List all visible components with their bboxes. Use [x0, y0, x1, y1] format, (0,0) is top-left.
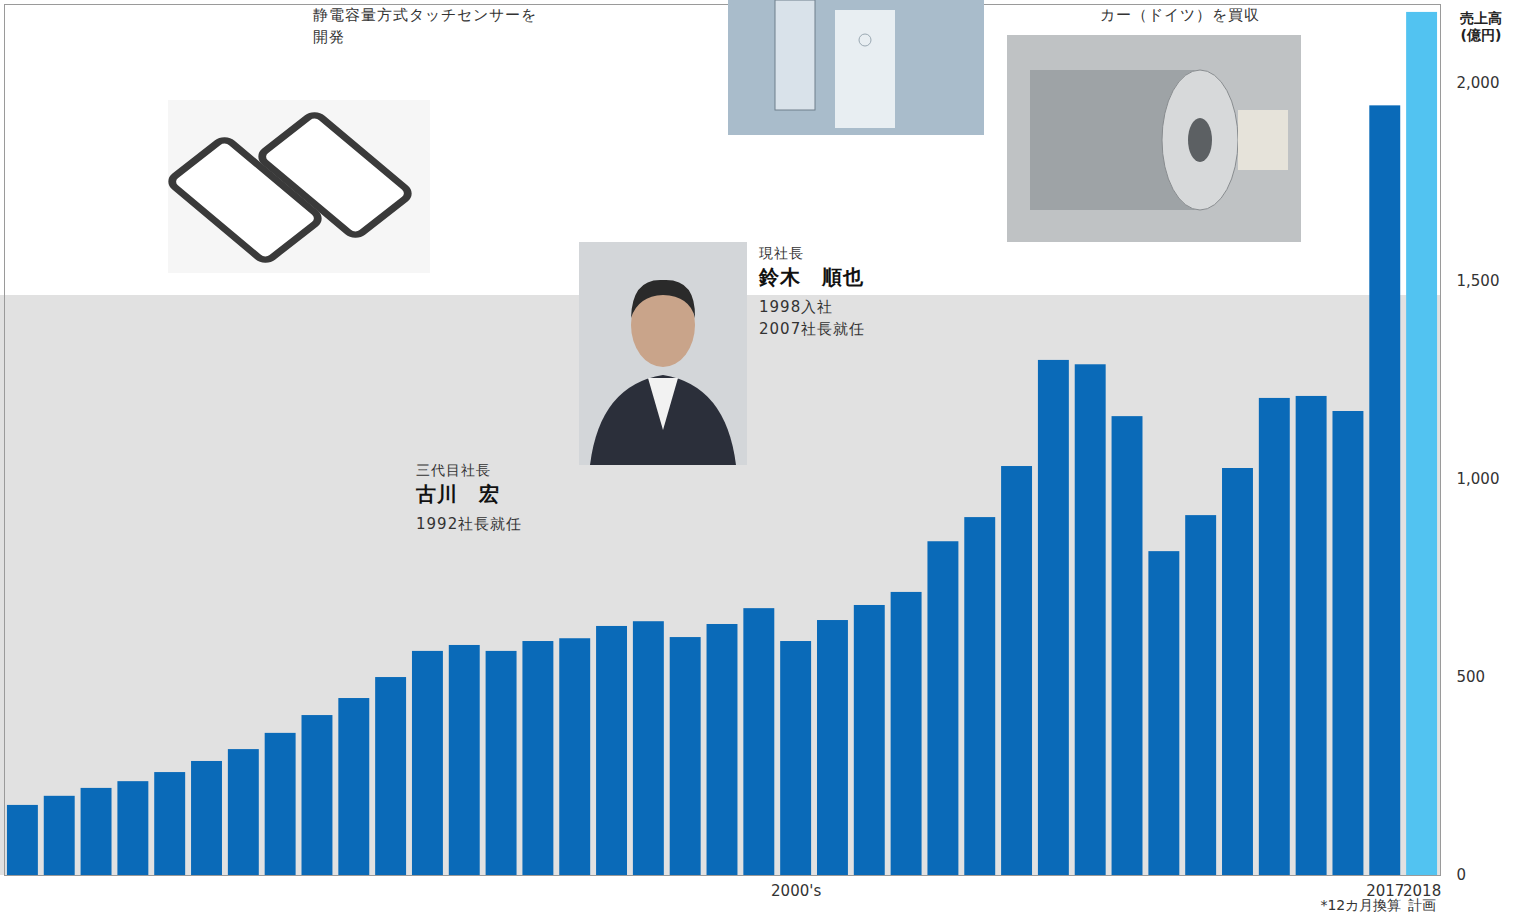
html-text:2017 2018: 2017 2018 — [1366, 882, 1442, 901]
html-text:三代目社長: 三代目社長 — [416, 462, 491, 478]
html-text:2007社長就任: 2007社長就任 — [759, 320, 866, 338]
svg-text:*12カ月換算: *12カ月換算 — [1320, 897, 1401, 913]
html-text:1992社長就任: 1992社長就任 — [416, 515, 523, 533]
html-text:静電容量方式タッチセンサーを: 静電容量方式タッチセンサーを — [313, 6, 537, 24]
svg-text:1,500: 1,500 — [1457, 272, 1500, 290]
html-text:1998入社: 1998入社 — [759, 298, 834, 316]
html-text:売上高 (億円): 売上高 (億円) — [1460, 10, 1502, 43]
svg-text:2,000: 2,000 — [1457, 74, 1500, 92]
html-text:鈴木 順也: 鈴木 順也 — [759, 265, 864, 289]
svg-text:0: 0 — [1457, 866, 1467, 884]
html-text:開発: 開発 — [313, 28, 345, 46]
svg-text:500: 500 — [1457, 668, 1486, 686]
svg-text:2000's: 2000's — [771, 882, 821, 900]
svg-text:計画: 計画 — [1408, 897, 1436, 913]
html-text:カー（ドイツ）を買収: カー（ドイツ）を買収 — [1100, 6, 1260, 24]
svg-text:1,000: 1,000 — [1457, 470, 1500, 488]
html-text:現社長: 現社長 — [759, 245, 804, 261]
html-text:古川 宏: 古川 宏 — [416, 482, 500, 506]
